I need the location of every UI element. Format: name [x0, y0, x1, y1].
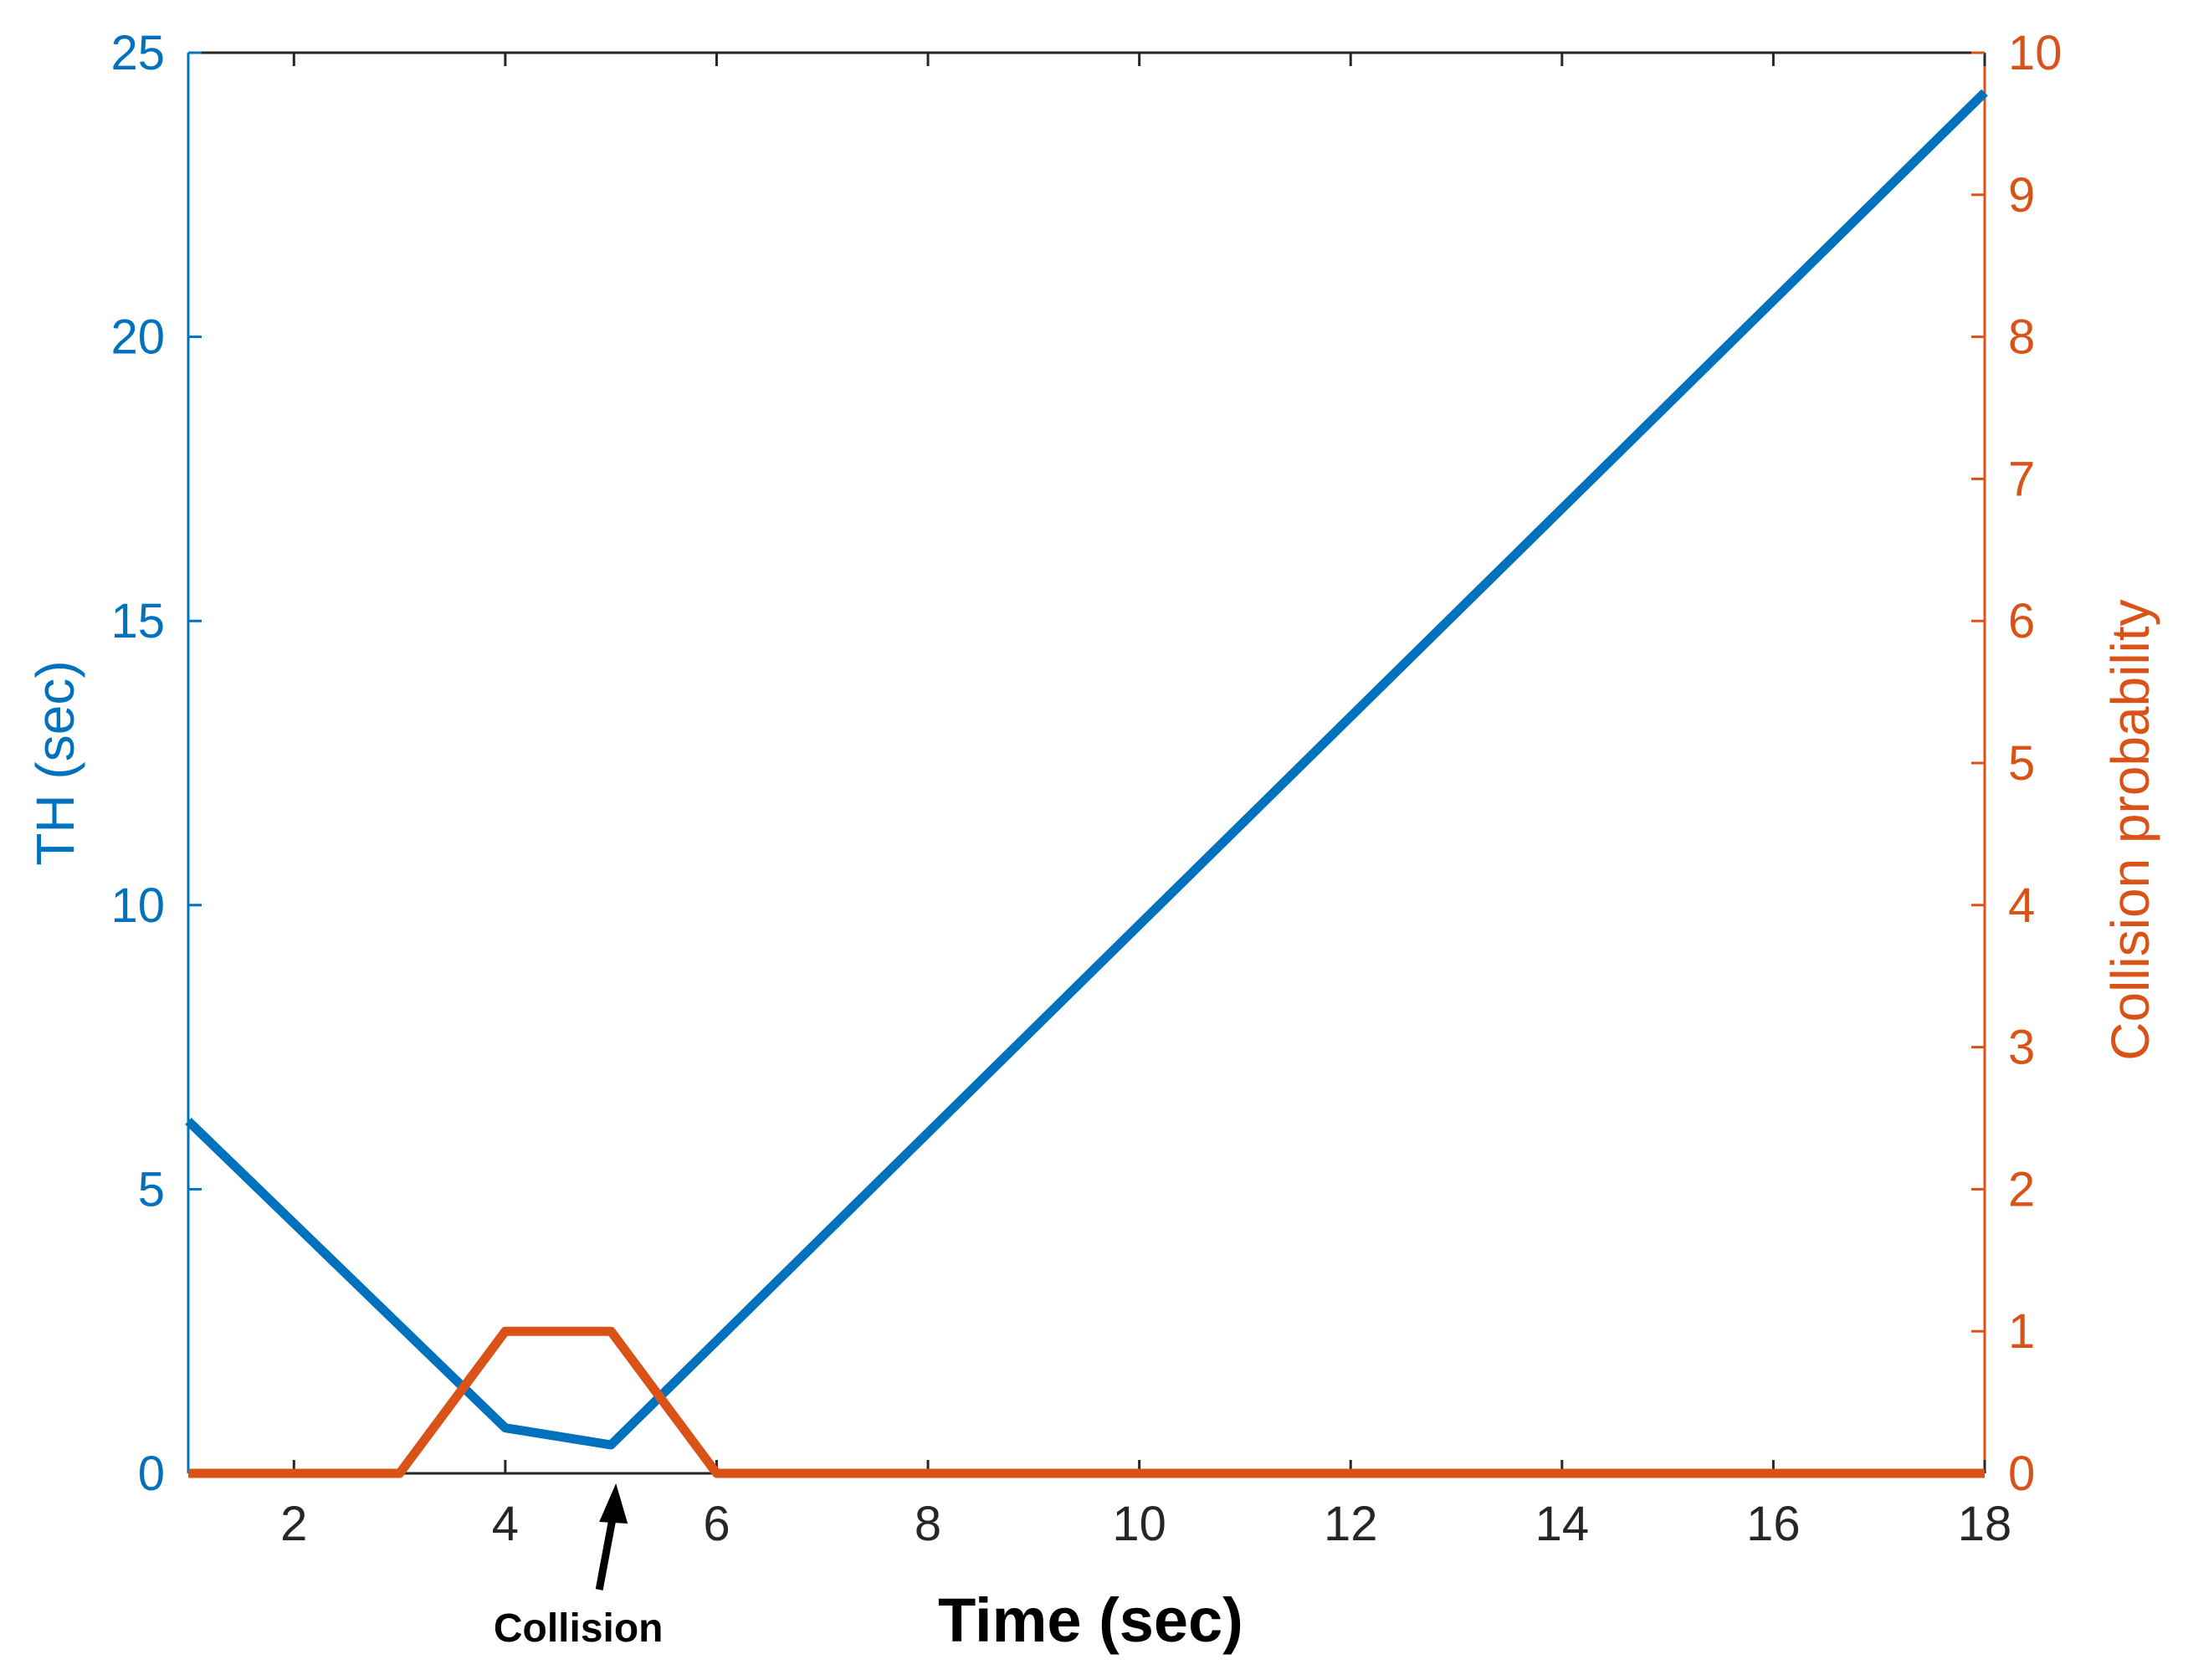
x-tick-label: 4 [492, 1497, 519, 1551]
left-y-tick-label: 20 [110, 310, 165, 365]
x-axis-title: Time (sec) [938, 1585, 1243, 1655]
x-tick-label: 14 [1535, 1497, 1590, 1551]
th-series-line [185, 89, 1988, 1450]
right-y-tick-label: 8 [2008, 310, 2035, 365]
x-tick-label: 12 [1324, 1497, 1378, 1551]
right-y-tick-label: 1 [2008, 1304, 2035, 1359]
right-y-tick-label: 7 [2008, 452, 2035, 506]
right-y-tick-label: 2 [2008, 1162, 2035, 1216]
left-y-tick-label: 15 [110, 594, 165, 648]
right-y-tick-label: 9 [2008, 168, 2035, 223]
x-tick-label: 10 [1112, 1497, 1166, 1551]
x-tick-label: 6 [703, 1497, 730, 1551]
annotation-layer: Collision [494, 1483, 664, 1651]
right-y-tick-label: 5 [2008, 736, 2035, 791]
x-tick-label: 8 [915, 1497, 941, 1551]
collision-annotation: Collision [494, 1606, 664, 1651]
left-y-tick-label: 0 [138, 1447, 165, 1501]
collision-arrow [595, 1513, 617, 1590]
left-y-tick-label: 25 [110, 26, 165, 80]
left-y-axis-title: TH (sec) [25, 660, 85, 865]
series-layer [185, 89, 1988, 1478]
right-y-tick-label: 6 [2008, 594, 2035, 648]
right-y-tick-label: 0 [2008, 1447, 2035, 1501]
plot-background [188, 53, 1985, 1473]
right-y-axis-title: Collision probability [2100, 599, 2160, 1060]
right-y-tick-label: 4 [2008, 878, 2035, 933]
x-tick-label: 2 [280, 1497, 307, 1551]
collision-probability-series-line [188, 1326, 1985, 1478]
left-y-tick-label: 10 [110, 878, 165, 933]
left-y-tick-label: 5 [138, 1162, 165, 1216]
right-y-tick-label: 3 [2008, 1021, 2035, 1075]
x-tick-label: 16 [1746, 1497, 1801, 1551]
x-tick-label: 18 [1958, 1497, 2012, 1551]
collision-arrowhead [599, 1483, 628, 1524]
right-y-tick-label: 10 [2008, 26, 2062, 80]
